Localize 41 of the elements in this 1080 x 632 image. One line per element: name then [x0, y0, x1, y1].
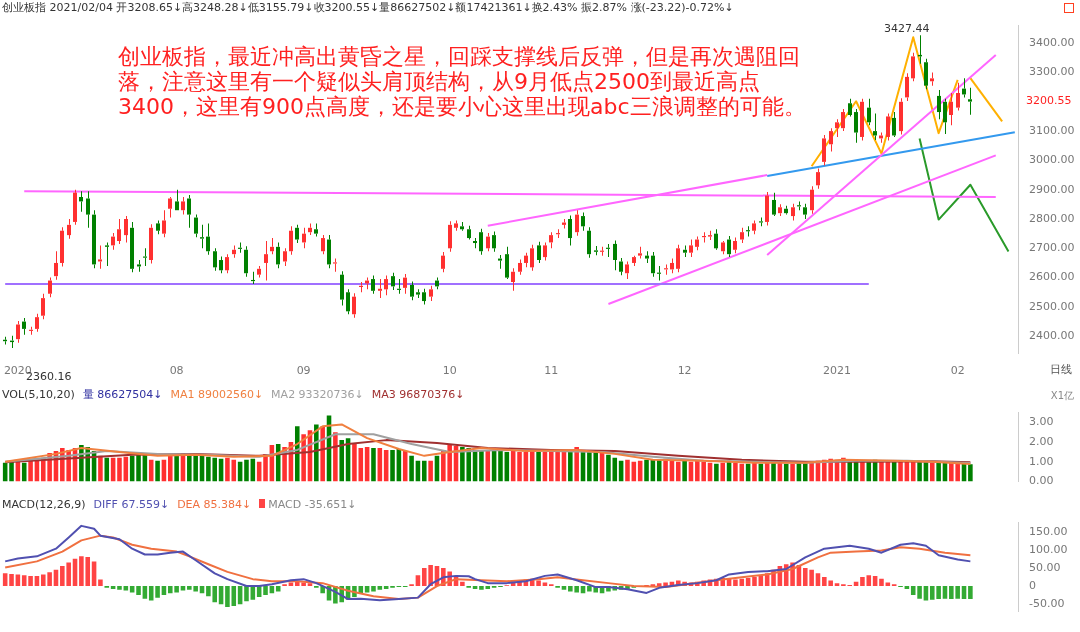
y-tick-label: 100.00 — [1029, 542, 1068, 556]
y-tick-label: 0.00 — [1029, 474, 1054, 488]
y-tick-label: 1.00 — [1029, 454, 1054, 468]
y-tick-label: 0 — [1029, 578, 1036, 592]
x-tick-label: 2021 — [823, 364, 852, 378]
y-tick-label: 3400.00 — [1029, 36, 1075, 50]
chart-title: 创业板指 2021/02/04 开3208.65↓高3248.28↓低3155.79↓收3200.55↓量86627502↓额17421361↓换2.43% 振2.87% 涨(-23.22)-0.72%↓ — [2, 1, 734, 14]
text: X1亿 — [1050, 389, 1074, 403]
y-tick-label: 2600.00 — [1029, 270, 1075, 284]
series-label: DIFF 67.559↓ — [93, 498, 170, 511]
y-tick-label: 2.00 — [1029, 434, 1054, 448]
annotation: 创业板指，最近冲高出黄昏之星，回踩支撑线后反弹，但是再次遇阻回落，注意这里有一个疑似头肩顶结构，从9月低点2500到最近高点3400，这里有900点高度，还是要小心这里出现abc三浪调整的可能。 — [118, 44, 807, 119]
x-tick-label: 08 — [169, 364, 184, 378]
legend-label: MACD -35.651↓ — [268, 498, 357, 511]
text: 3200.55 — [1026, 94, 1072, 107]
x-tick-label: 09 — [296, 364, 311, 378]
chart-title: VOL(5,10,20) — [2, 388, 75, 401]
annotation: 3427.44 — [884, 22, 930, 35]
text: MA1 89002560↓ — [170, 388, 264, 401]
y-tick-label: 2500.00 — [1029, 299, 1075, 313]
x-tick-label: 10 — [442, 364, 457, 378]
y-tick-label: 3000.00 — [1029, 153, 1075, 167]
y-tick-label: 2800.00 — [1029, 211, 1075, 225]
x-tick-label: 12 — [677, 364, 692, 378]
y-tick-label: 3.00 — [1029, 415, 1054, 429]
text: 日线 — [1050, 362, 1072, 377]
x-tick-label: 11 — [544, 364, 559, 378]
y-tick-label: 3300.00 — [1029, 65, 1075, 79]
text: MA2 93320736↓ — [271, 388, 364, 401]
text: 量 86627504↓ — [82, 388, 163, 401]
text: MA3 96870376↓ — [371, 388, 465, 401]
y-tick-label: 2700.00 — [1029, 241, 1075, 255]
y-tick-label: 2900.00 — [1029, 182, 1075, 196]
y-tick-label: 3100.00 — [1029, 123, 1075, 137]
y-tick-label: 2400.00 — [1029, 329, 1075, 343]
text: DEA 85.384↓ — [177, 498, 252, 511]
y-tick-label: -50.00 — [1029, 597, 1065, 611]
chart-title: MACD(12,26,9) — [2, 498, 86, 511]
y-tick-label: 50.00 — [1029, 560, 1061, 574]
y-tick-label: 150.00 — [1029, 524, 1068, 538]
x-tick-label: 02 — [950, 364, 965, 378]
